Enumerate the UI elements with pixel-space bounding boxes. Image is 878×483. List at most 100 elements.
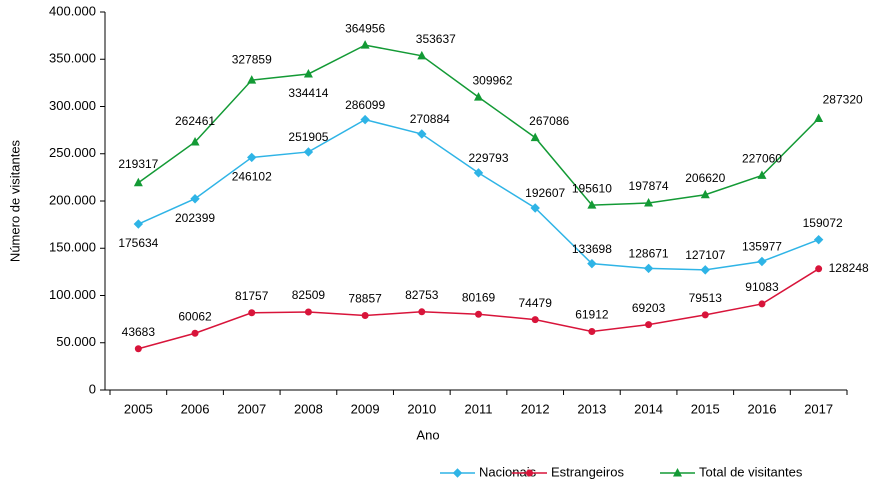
data-label: 133698 <box>572 242 612 256</box>
x-tick-label: 2006 <box>181 401 210 416</box>
marker <box>361 311 369 319</box>
marker <box>814 113 824 122</box>
y-tick-label: 150.000 <box>49 240 96 255</box>
data-label: 128248 <box>829 261 869 275</box>
marker <box>417 50 427 60</box>
data-label: 61912 <box>575 308 609 322</box>
marker <box>587 200 597 209</box>
marker <box>360 114 370 125</box>
marker <box>701 311 709 319</box>
data-label: 309962 <box>472 73 512 87</box>
data-label: 287320 <box>823 93 863 107</box>
x-axis-label: Ano <box>416 427 439 442</box>
data-label: 192607 <box>525 186 565 200</box>
marker <box>815 265 823 273</box>
marker <box>247 152 257 163</box>
y-tick-label: 100.000 <box>49 287 96 302</box>
data-label: 74479 <box>519 296 553 310</box>
marker <box>133 177 143 187</box>
data-label: 80169 <box>462 290 496 304</box>
data-label: 251905 <box>288 130 328 144</box>
marker <box>360 40 370 49</box>
data-label: 159072 <box>803 216 843 230</box>
data-label: 128671 <box>629 247 669 261</box>
marker <box>473 168 484 178</box>
data-label: 69203 <box>632 301 666 315</box>
marker <box>134 345 142 353</box>
marker <box>700 189 710 199</box>
data-label: 127107 <box>685 248 725 262</box>
x-tick-label: 2015 <box>691 401 720 416</box>
marker <box>526 469 533 477</box>
y-tick-label: 250.000 <box>49 145 96 160</box>
data-label: 267086 <box>529 114 569 128</box>
x-tick-label: 2012 <box>521 401 550 416</box>
marker <box>757 170 767 179</box>
marker <box>587 258 597 269</box>
marker <box>700 265 710 275</box>
marker <box>303 68 313 78</box>
data-label: 197874 <box>629 179 669 193</box>
marker <box>644 198 654 207</box>
y-tick-label: 350.000 <box>49 51 96 66</box>
x-tick-label: 2017 <box>804 401 833 416</box>
marker <box>418 308 426 316</box>
marker <box>475 310 482 318</box>
x-tick-label: 2013 <box>577 401 606 416</box>
marker <box>531 316 539 324</box>
y-tick-label: 0 <box>89 381 96 396</box>
marker <box>248 309 256 317</box>
marker <box>643 263 654 274</box>
data-label: 135977 <box>742 240 782 254</box>
x-tick-label: 2016 <box>748 401 777 416</box>
data-label: 79513 <box>689 291 723 305</box>
x-tick-label: 2005 <box>124 401 153 416</box>
legend-label: Total de visitantes <box>699 464 803 479</box>
marker <box>588 327 596 335</box>
marker <box>645 321 653 329</box>
marker <box>757 256 767 267</box>
x-tick-label: 2009 <box>351 401 380 416</box>
data-label: 91083 <box>745 280 779 294</box>
data-label: 60062 <box>178 309 212 323</box>
x-tick-label: 2007 <box>237 401 266 416</box>
data-label: 219317 <box>118 157 158 171</box>
data-label: 227060 <box>742 152 782 166</box>
marker <box>133 219 144 229</box>
y-axis-label: Número de visitantes <box>7 139 22 262</box>
marker <box>474 92 483 101</box>
data-label: 175634 <box>118 236 158 250</box>
marker <box>190 136 200 146</box>
data-label: 82509 <box>292 288 326 302</box>
series-line <box>138 268 820 350</box>
data-label: 229793 <box>468 151 508 165</box>
marker <box>304 308 312 316</box>
data-label: 195610 <box>572 181 612 195</box>
data-label: 81757 <box>235 289 269 303</box>
marker <box>417 129 427 139</box>
marker <box>530 132 540 142</box>
marker <box>191 329 199 337</box>
data-label: 206620 <box>685 171 725 185</box>
marker <box>190 194 200 204</box>
marker <box>452 468 463 478</box>
legend-label: Nacionais <box>479 464 537 479</box>
data-label: 286099 <box>345 98 385 112</box>
data-label: 43683 <box>122 325 156 339</box>
legend-label: Estrangeiros <box>551 464 624 479</box>
data-label: 78857 <box>348 292 382 306</box>
y-tick-label: 400.000 <box>49 3 96 18</box>
x-tick-label: 2014 <box>634 401 663 416</box>
data-label: 202399 <box>175 211 215 225</box>
marker <box>758 300 766 308</box>
x-tick-label: 2010 <box>407 401 436 416</box>
data-label: 262461 <box>175 114 215 128</box>
y-tick-label: 200.000 <box>49 192 96 207</box>
x-tick-label: 2011 <box>465 401 493 416</box>
x-tick-label: 2008 <box>294 401 323 416</box>
data-label: 327859 <box>232 52 272 66</box>
marker <box>813 234 824 245</box>
marker <box>303 147 314 157</box>
data-label: 334414 <box>288 86 328 100</box>
